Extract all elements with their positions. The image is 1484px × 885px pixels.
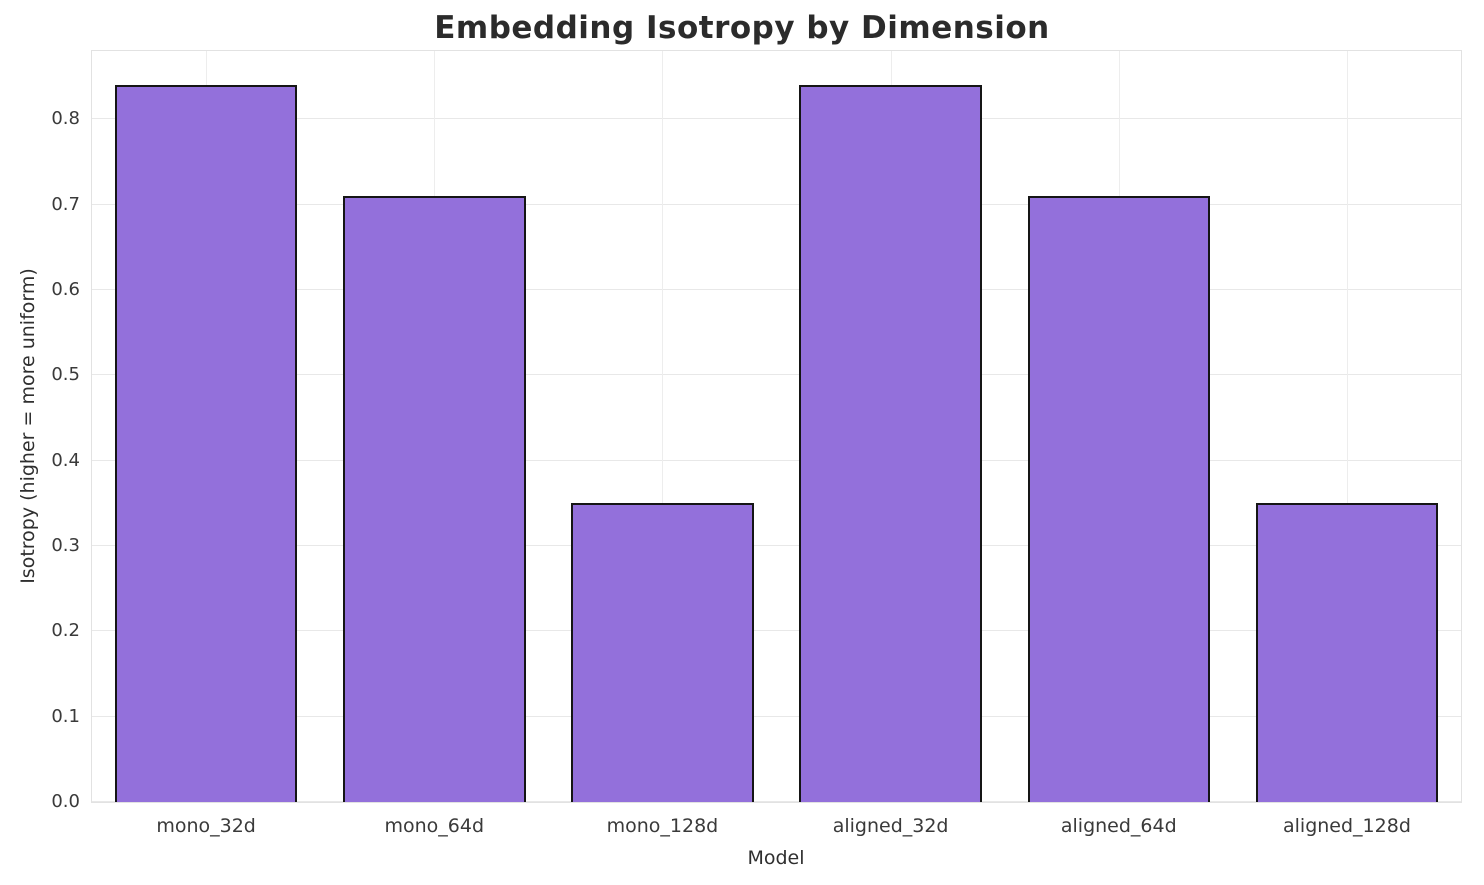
- h-gridline: [92, 544, 1461, 546]
- h-gridline: [92, 374, 1461, 376]
- y-tick-label: 0.4: [51, 449, 80, 471]
- h-gridline: [92, 459, 1461, 461]
- bar-mono_32d: [114, 85, 298, 802]
- y-tick-label: 0.3: [51, 534, 80, 556]
- h-gridline: [92, 203, 1461, 205]
- x-tick-label: aligned_64d: [1060, 815, 1177, 837]
- x-axis-label: Model: [747, 847, 805, 869]
- bar-aligned_64d: [1027, 196, 1211, 802]
- bar-aligned_32d: [799, 85, 982, 802]
- x-tick-label: mono_32d: [156, 815, 256, 837]
- h-gridline: [92, 118, 1461, 120]
- bar-mono_128d: [571, 503, 754, 802]
- h-gridline: [92, 801, 1461, 802]
- category-slot-mono_32d: mono_32d: [92, 51, 320, 837]
- x-tick-label: mono_128d: [606, 815, 719, 837]
- chart-title: Embedding Isotropy by Dimension: [434, 10, 1050, 46]
- h-gridline: [92, 715, 1461, 717]
- bar-aligned_128d: [1255, 503, 1439, 802]
- v-gridline: [662, 51, 664, 802]
- category-slot-aligned_128d: aligned_128d: [1233, 51, 1461, 837]
- category-slot-aligned_32d: aligned_32d: [777, 51, 1005, 837]
- category-slot-aligned_64d: aligned_64d: [1005, 51, 1233, 837]
- category-slot-mono_64d: mono_64d: [320, 51, 548, 837]
- y-tick-label: 0.0: [51, 791, 80, 812]
- y-tick-label: 0.6: [51, 278, 80, 300]
- bar-slots: mono_32d mono_64d mono_128d aligned_32d alig…: [92, 51, 1461, 837]
- y-tick-label: 0.5: [51, 364, 80, 386]
- x-tick-label: mono_64d: [384, 815, 485, 837]
- bar-mono_64d: [342, 196, 526, 802]
- y-tick-label: 0.2: [51, 620, 80, 642]
- y-tick-label: 0.1: [51, 705, 80, 727]
- y-tick-label: 0.7: [51, 193, 80, 215]
- x-tick-label: aligned_128d: [1283, 815, 1411, 837]
- h-gridline: [92, 288, 1461, 290]
- category-slot-mono_128d: mono_128d: [548, 51, 776, 837]
- v-gridline: [1346, 51, 1348, 802]
- y-axis-label: Isotropy (higher = more uniform): [17, 268, 39, 584]
- x-tick-label: aligned_32d: [832, 815, 949, 837]
- h-gridline: [92, 630, 1461, 632]
- plot-area: 0.0 0.1 0.2 0.3 0.4 0.5 0.6 0.7 0.8 mono_32d mono_…: [51, 50, 1462, 837]
- y-tick-label: 0.8: [51, 108, 80, 130]
